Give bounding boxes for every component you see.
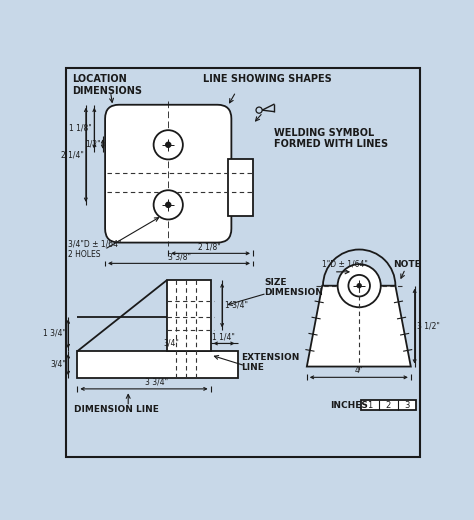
Text: SIZE
DIMENSION: SIZE DIMENSION <box>264 278 323 297</box>
Text: 3 3/8": 3 3/8" <box>167 252 191 261</box>
Circle shape <box>256 107 262 113</box>
Text: 1"D ± 1/64": 1"D ± 1/64" <box>322 260 368 269</box>
Bar <box>228 160 253 216</box>
Text: 1: 1 <box>367 400 373 410</box>
Text: 3 3/4": 3 3/4" <box>145 378 168 386</box>
Bar <box>167 280 210 351</box>
Text: LOCATION
DIMENSIONS: LOCATION DIMENSIONS <box>72 74 142 96</box>
Text: 3/4": 3/4" <box>163 339 179 348</box>
Text: 3/4"D ± 1/64"
2 HOLES: 3/4"D ± 1/64" 2 HOLES <box>68 240 122 259</box>
Circle shape <box>348 275 370 296</box>
Circle shape <box>154 130 183 160</box>
Bar <box>361 400 416 410</box>
Circle shape <box>154 190 183 219</box>
Circle shape <box>166 142 171 147</box>
Text: 2 1/8": 2 1/8" <box>198 242 220 251</box>
Text: 3 1/2": 3 1/2" <box>417 322 440 331</box>
Text: 1 3/4": 1 3/4" <box>225 301 248 309</box>
Text: INCHES: INCHES <box>330 400 368 410</box>
Text: WELDING SYMBOL
FORMED WITH LINES: WELDING SYMBOL FORMED WITH LINES <box>274 128 389 149</box>
Text: 1/2": 1/2" <box>85 139 100 149</box>
Text: 3/4": 3/4" <box>50 360 66 369</box>
Text: LINE SHOWING SHAPES: LINE SHOWING SHAPES <box>203 74 332 84</box>
Text: 1 3/4": 1 3/4" <box>43 329 66 338</box>
Text: 1 1/4": 1 1/4" <box>212 332 235 341</box>
Circle shape <box>357 283 362 288</box>
Text: EXTENSION
LINE: EXTENSION LINE <box>241 353 300 372</box>
Circle shape <box>337 264 381 307</box>
Text: 4": 4" <box>355 366 363 375</box>
Text: 2: 2 <box>386 400 391 410</box>
Text: 3: 3 <box>404 400 410 410</box>
Circle shape <box>166 202 171 207</box>
Text: NOTE: NOTE <box>393 259 421 269</box>
Bar <box>77 351 237 378</box>
Text: DIMENSION LINE: DIMENSION LINE <box>74 405 159 414</box>
Text: 2 1/4": 2 1/4" <box>61 150 83 159</box>
FancyBboxPatch shape <box>105 105 231 242</box>
Polygon shape <box>307 285 411 367</box>
Text: 1 1/8": 1 1/8" <box>69 123 92 133</box>
